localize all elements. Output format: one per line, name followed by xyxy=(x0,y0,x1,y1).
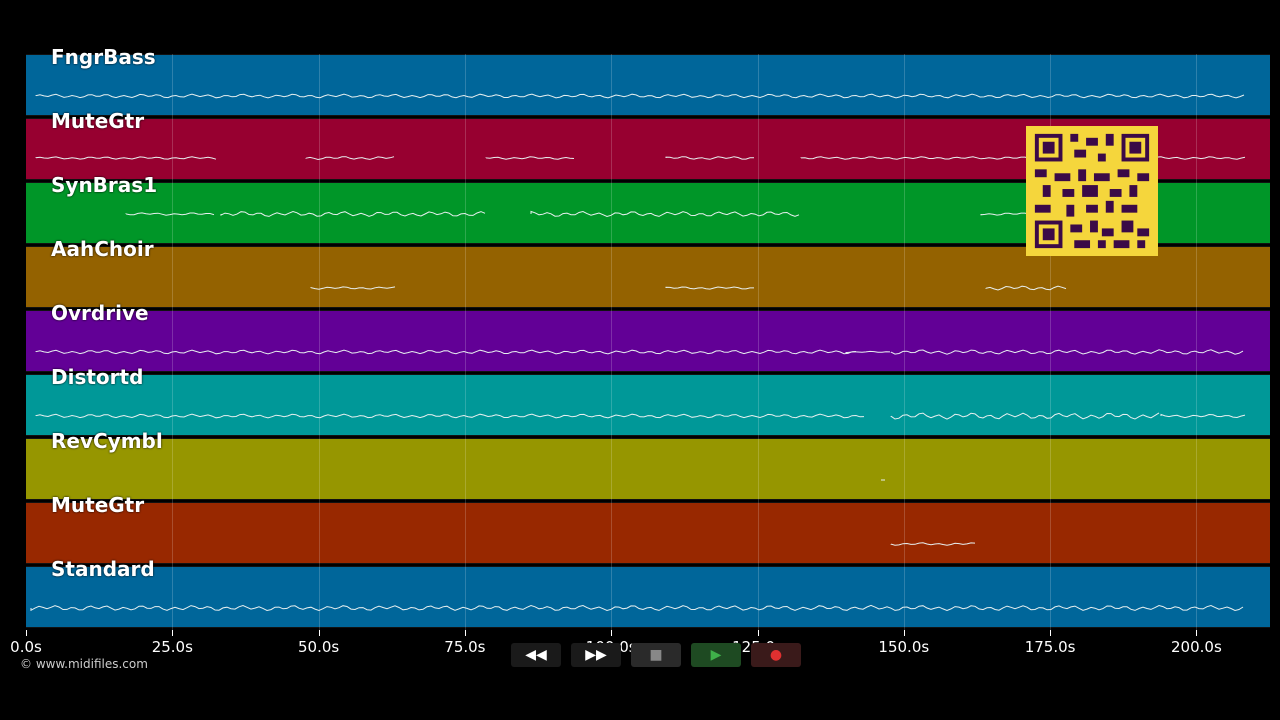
gridline xyxy=(464,54,466,630)
note-trace xyxy=(845,350,891,354)
rewind-button[interactable]: ◀◀ xyxy=(511,643,561,667)
axis-tick-label: 0.0s xyxy=(10,638,42,656)
gridline xyxy=(903,54,905,630)
track-row[interactable]: Distortd xyxy=(26,365,1270,436)
stop-icon: ■ xyxy=(649,647,663,663)
track-label: AahChoir xyxy=(51,237,154,261)
gridline xyxy=(172,54,174,630)
track-row[interactable]: RevCymbl xyxy=(26,429,1270,500)
note-trace xyxy=(485,156,575,160)
record-icon: ● xyxy=(769,647,783,663)
note-trace xyxy=(1160,413,1246,419)
gridline xyxy=(611,54,613,630)
track-label: Standard xyxy=(51,557,155,581)
note-trace xyxy=(35,413,865,419)
transport-controls: ◀◀ ▶▶ ■ ▶ ● xyxy=(511,643,801,669)
axis-tick xyxy=(172,630,174,636)
note-trace xyxy=(890,412,1160,420)
note-trace xyxy=(305,156,395,161)
gridline xyxy=(1196,54,1198,630)
track-row[interactable]: AahChoir xyxy=(26,237,1270,308)
fast-forward-button[interactable]: ▶▶ xyxy=(571,643,621,667)
track-row[interactable]: Standard xyxy=(26,557,1270,628)
qr-code[interactable] xyxy=(1026,126,1158,256)
axis-tick xyxy=(318,630,320,636)
note-trace xyxy=(220,210,486,217)
record-button[interactable]: ● xyxy=(751,643,801,667)
track-row[interactable]: MuteGtr xyxy=(26,493,1270,564)
axis-tick-label: 25.0s xyxy=(151,638,193,656)
track-row[interactable]: Ovrdrive xyxy=(26,301,1270,372)
note-trace xyxy=(800,156,1246,160)
axis-tick xyxy=(611,630,613,636)
copyright-text: © www.midifiles.com xyxy=(20,657,148,671)
track-label: RevCymbl xyxy=(51,429,163,453)
note-trace xyxy=(30,604,1244,612)
note-trace xyxy=(35,156,217,160)
track-label: FngrBass xyxy=(51,45,156,69)
track-label: MuteGtr xyxy=(51,493,145,517)
note-trace xyxy=(35,93,1245,99)
track-label: Distortd xyxy=(51,365,144,389)
gridline xyxy=(757,54,759,630)
play-button[interactable]: ▶ xyxy=(691,643,741,667)
fast-forward-icon: ▶▶ xyxy=(585,647,607,663)
gridline xyxy=(318,54,320,630)
axis-tick xyxy=(757,630,759,636)
play-icon: ▶ xyxy=(710,647,722,663)
track-label: MuteGtr xyxy=(51,109,145,133)
qr-pattern-icon xyxy=(1027,126,1157,256)
note-trace xyxy=(310,286,396,290)
axis-tick xyxy=(464,630,466,636)
rewind-icon: ◀◀ xyxy=(525,647,547,663)
note-trace xyxy=(665,286,754,290)
gridline xyxy=(1050,54,1052,630)
track-row[interactable]: FngrBass xyxy=(26,45,1270,116)
axis-tick xyxy=(26,630,27,636)
axis-tick-label: 200.0s xyxy=(1171,638,1222,656)
track-label: SynBras1 xyxy=(51,173,158,197)
axis-tick-label: 175.0s xyxy=(1024,638,1076,656)
track-label: Ovrdrive xyxy=(51,301,149,325)
axis-tick xyxy=(903,630,905,636)
note-trace xyxy=(35,349,857,355)
note-trace xyxy=(890,542,976,546)
axis-tick-label: 75.0s xyxy=(444,638,486,656)
notes-layer xyxy=(30,93,1246,612)
note-trace xyxy=(125,212,215,216)
axis-tick-label: 50.0s xyxy=(297,638,340,656)
axis-tick xyxy=(1050,630,1052,636)
note-trace xyxy=(530,210,800,218)
note-trace xyxy=(985,285,1067,291)
stop-button[interactable]: ■ xyxy=(631,643,681,667)
piano-roll-area: FngrBass MuteGtr SynBras1 AahChoir Ovrdrive D… xyxy=(26,45,1270,630)
note-trace xyxy=(665,156,754,160)
note-trace xyxy=(890,349,1244,355)
axis-tick xyxy=(1196,630,1198,636)
axis-tick-label: 150.0s xyxy=(878,638,930,656)
